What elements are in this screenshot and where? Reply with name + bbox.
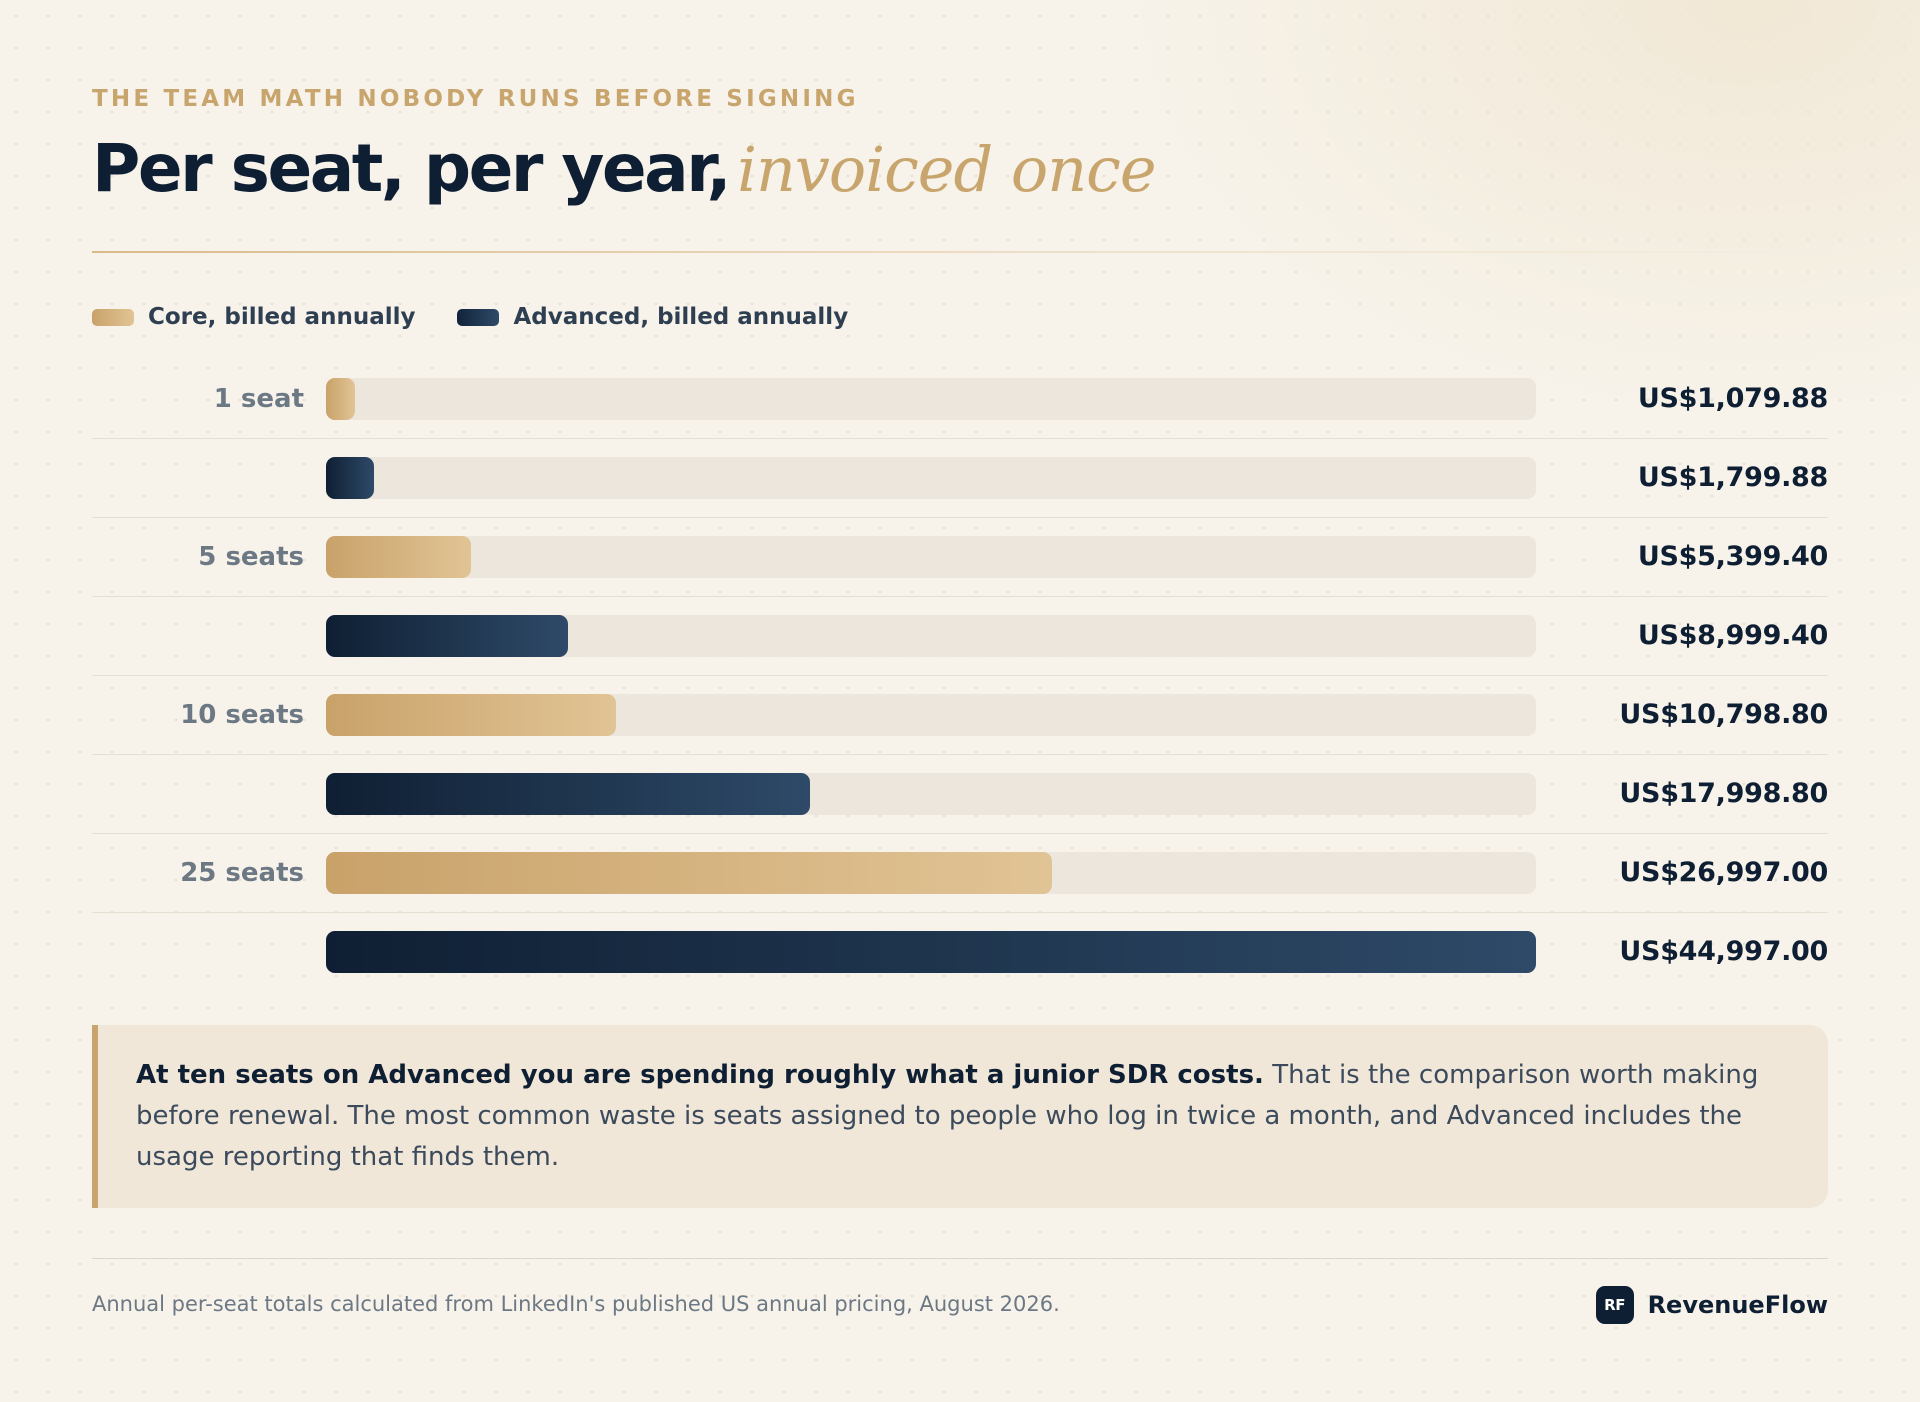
legend-swatch-core	[92, 308, 134, 326]
brand-logo-icon: RF	[1595, 1286, 1634, 1324]
row-separator	[92, 833, 1828, 834]
callout-note: At ten seats on Advanced you are spendin…	[92, 1025, 1828, 1208]
bar-track	[326, 536, 1536, 578]
brand: RF RevenueFlow	[1595, 1286, 1828, 1324]
bar-core	[326, 694, 617, 736]
category-label: 25 seats	[180, 858, 304, 888]
title-divider	[92, 251, 1828, 253]
chart-legend: Core, billed annually Advanced, billed a…	[92, 304, 848, 330]
bar-advanced	[326, 457, 375, 499]
row-separator	[92, 675, 1828, 676]
bar-core	[326, 378, 356, 420]
legend-item-core: Core, billed annually	[92, 304, 415, 330]
row-separator	[92, 912, 1828, 913]
title-accent: invoiced once	[737, 133, 1156, 206]
bar-core	[326, 852, 1052, 894]
bar-advanced	[326, 615, 568, 657]
title-main: Per seat, per year,	[92, 130, 732, 207]
bar-track	[326, 694, 1536, 736]
value-label: US$8,999.40	[1637, 620, 1828, 651]
category-label: 1 seat	[213, 384, 304, 414]
legend-label-advanced: Advanced, billed annually	[513, 304, 849, 330]
eyebrow-text: THE TEAM MATH NOBODY RUNS BEFORE SIGNING	[92, 86, 859, 112]
value-label: US$26,997.00	[1619, 857, 1828, 888]
bar-advanced	[326, 931, 1536, 973]
bar-track	[326, 615, 1536, 657]
legend-label-core: Core, billed annually	[148, 304, 416, 330]
source-footnote: Annual per-seat totals calculated from L…	[92, 1292, 1060, 1316]
row-separator	[92, 596, 1828, 597]
value-label: US$17,998.80	[1619, 778, 1828, 809]
bar-core	[326, 536, 472, 578]
bar-track	[326, 378, 1536, 420]
category-label: 10 seats	[180, 700, 304, 730]
page-title: Per seat, per year, invoiced once	[92, 130, 1157, 207]
value-label: US$44,997.00	[1619, 936, 1828, 967]
footer-divider	[92, 1258, 1828, 1259]
callout-bold-text: At ten seats on Advanced you are spendin…	[136, 1060, 1264, 1090]
category-label: 5 seats	[198, 542, 304, 572]
bar-advanced	[326, 773, 810, 815]
bar-track	[326, 931, 1536, 973]
legend-swatch-advanced	[457, 308, 500, 326]
value-label: US$10,798.80	[1619, 699, 1828, 730]
row-separator	[92, 517, 1828, 518]
bar-track	[326, 457, 1536, 499]
value-label: US$5,399.40	[1637, 541, 1828, 572]
bar-track	[326, 852, 1536, 894]
infographic: THE TEAM MATH NOBODY RUNS BEFORE SIGNING…	[92, 0, 1828, 1402]
value-label: US$1,079.88	[1637, 383, 1828, 414]
legend-item-advanced: Advanced, billed annually	[457, 304, 848, 330]
bar-track	[326, 773, 1536, 815]
bar-chart: 1 seat US$1,079.88 US$1,799.88 5 seats US$5,…	[92, 360, 1828, 990]
value-label: US$1,799.88	[1637, 462, 1828, 493]
row-separator	[92, 754, 1828, 755]
callout-body-text: That is the comparison worth making befo…	[136, 1060, 1759, 1172]
brand-name: RevenueFlow	[1647, 1291, 1828, 1319]
row-separator	[92, 438, 1828, 439]
